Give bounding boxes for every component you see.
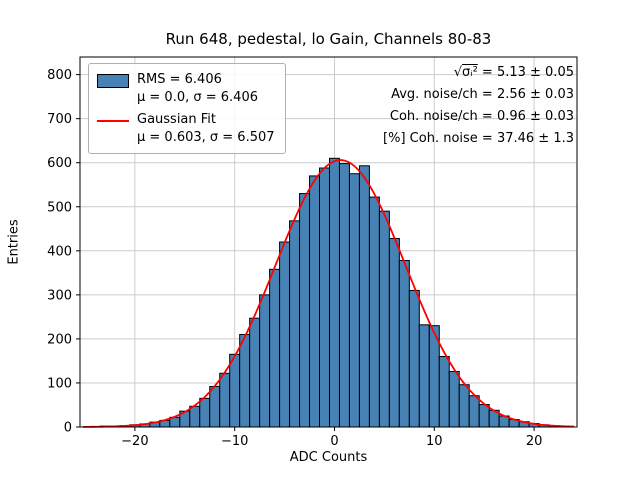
y-tick-label: 600 (47, 156, 72, 171)
axes-frame (79, 56, 578, 428)
histogram-bar (309, 175, 321, 428)
histogram-bar (229, 353, 241, 428)
y-tick-label: 800 (47, 68, 72, 83)
histogram-bar (448, 371, 460, 428)
x-tick-label: −10 (221, 434, 248, 449)
stats-sigma-line: √σᵢ² = 5.13 ± 0.05 (383, 62, 574, 84)
legend-fit-line1: Gaussian Fit (137, 112, 217, 127)
y-tick-label: 200 (47, 332, 72, 347)
y-tick-label: 100 (47, 376, 72, 391)
histogram-bar (348, 173, 360, 428)
histogram-bar (408, 289, 420, 428)
stats-block: √σᵢ² = 5.13 ± 0.05 Avg. noise/ch = 2.56 … (383, 62, 574, 150)
histogram-bar (299, 193, 311, 428)
histogram-bar (249, 317, 261, 428)
histogram-bar (219, 372, 231, 428)
histogram-bar (368, 196, 380, 428)
stats-coh-noise-line: Coh. noise/ch = 0.96 ± 0.03 (389, 109, 574, 124)
chart-title: Run 648, pedestal, lo Gain, Channels 80-… (165, 30, 492, 48)
y-tick-label: 700 (47, 112, 72, 127)
histogram-bar (199, 397, 211, 428)
legend-entry-fit: Gaussian Fit μ = 0.603, σ = 6.507 (97, 111, 275, 147)
sigma-value: = 5.13 ± 0.05 (477, 65, 574, 80)
stats-avg-noise-line: Avg. noise/ch = 2.56 ± 0.03 (391, 87, 574, 102)
legend-text-histogram: RMS = 6.406 μ = 0.0, σ = 6.406 (137, 71, 258, 107)
histogram-bar (458, 384, 470, 428)
y-axis-label: Entries (6, 219, 22, 265)
legend-swatch-column (97, 111, 129, 122)
legend-histogram-line2: μ = 0.0, σ = 6.406 (137, 90, 258, 105)
histogram-bar (438, 356, 450, 428)
histogram-bar (468, 395, 480, 428)
legend-fit-line2: μ = 0.603, σ = 6.507 (137, 130, 275, 145)
histogram-bar (478, 404, 490, 428)
histogram-bar (358, 165, 370, 428)
legend: RMS = 6.406 μ = 0.0, σ = 6.406 Gaussian … (88, 63, 286, 154)
gaussian-fit-swatch (97, 120, 129, 122)
x-tick-label: 20 (526, 434, 543, 449)
y-tick-label: 500 (47, 200, 72, 215)
histogram-bar (189, 405, 201, 428)
legend-entry-histogram: RMS = 6.406 μ = 0.0, σ = 6.406 (97, 71, 275, 107)
histogram-bar (209, 385, 221, 428)
x-tick-label: 0 (330, 434, 338, 449)
histogram-bar (269, 268, 281, 428)
histogram-bar (259, 294, 271, 428)
y-tick-label: 300 (47, 288, 72, 303)
histogram-bar (289, 220, 301, 428)
sqrt-symbol: √ (453, 65, 462, 80)
gaussian-fit-curve (82, 159, 575, 428)
histogram-bar (279, 241, 291, 428)
histogram-bar (239, 334, 251, 428)
x-axis-label: ADC Counts (289, 450, 368, 465)
histogram-bar (388, 237, 400, 428)
sigma-expression: σᵢ² (462, 65, 478, 80)
histogram-bar (319, 167, 330, 428)
y-tick-label: 0 (64, 421, 72, 436)
y-tick-label: 400 (47, 244, 72, 259)
x-tick-label: −20 (121, 434, 148, 449)
histogram-bar (328, 157, 340, 428)
x-tick-label: 10 (426, 434, 443, 449)
histogram-bar (338, 163, 350, 428)
histogram-bar (378, 210, 390, 428)
histogram-swatch (97, 74, 129, 88)
stats-coh-percent-line: [%] Coh. noise = 37.46 ± 1.3 (383, 131, 574, 146)
histogram-bar (398, 260, 410, 428)
legend-histogram-line1: RMS = 6.406 (137, 72, 222, 87)
legend-text-fit: Gaussian Fit μ = 0.603, σ = 6.507 (137, 111, 275, 147)
histogram-bar (418, 324, 430, 428)
legend-swatch-column (97, 71, 129, 88)
